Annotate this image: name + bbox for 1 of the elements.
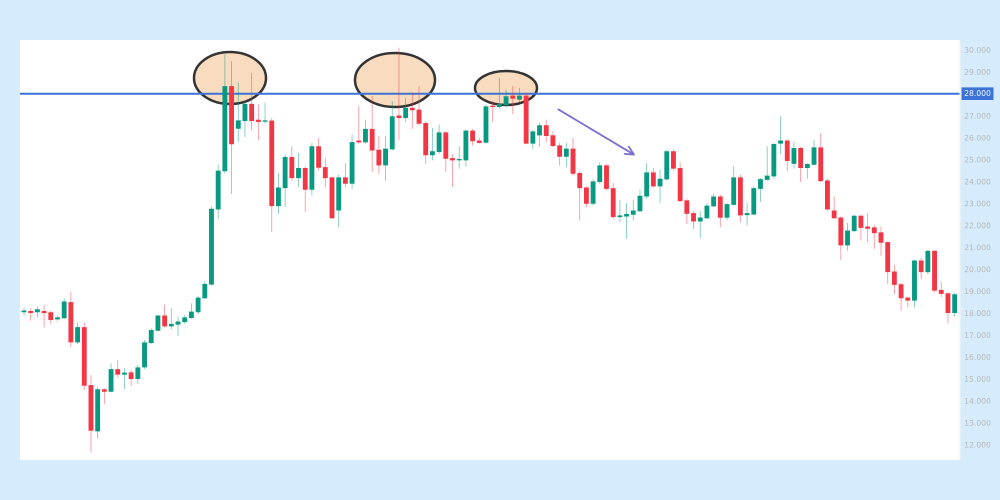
candlestick bbox=[22, 308, 26, 316]
